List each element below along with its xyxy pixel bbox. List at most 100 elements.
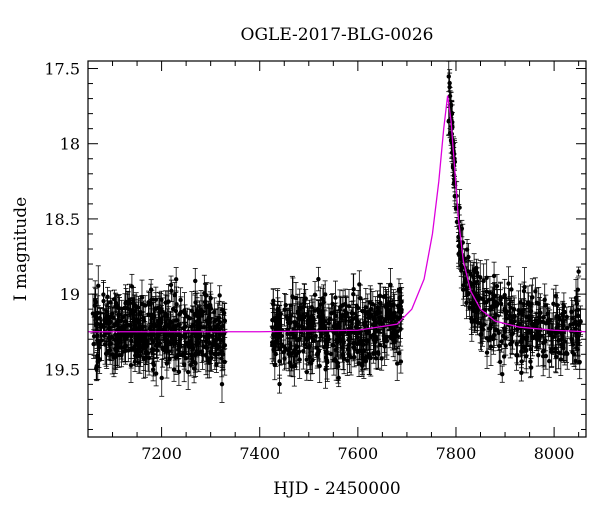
data-point [316,349,322,354]
data-point [167,356,172,362]
data-point [272,343,278,349]
data-point [322,292,328,297]
data-point [112,346,118,352]
data-point [210,342,215,348]
data-point [558,337,564,342]
data-point [313,333,318,339]
data-point [289,351,294,356]
data-point [209,355,214,361]
data-point [370,315,376,320]
data-point [132,359,138,364]
chart-title: OGLE-2017-BLG-0026 [241,25,434,45]
data-point [125,305,130,311]
data-point [95,333,100,338]
data-point [464,247,470,252]
data-point [146,332,152,337]
data-point [573,358,578,364]
data-point [162,324,168,329]
data-point [321,344,327,350]
data-point [90,311,96,316]
data-point [187,316,192,321]
data-point [361,308,367,314]
data-point [555,322,560,327]
data-point [377,342,383,347]
data-point [199,349,205,354]
data-point [297,336,302,341]
data-point [208,325,213,331]
data-point [286,348,291,354]
data-point [149,297,155,302]
data-point [487,290,493,295]
data-point [102,342,108,347]
data-point [362,320,368,325]
data-point [353,330,358,336]
data-point [533,289,538,294]
data-point [212,318,218,324]
data-point [214,361,219,367]
data-point [577,359,582,365]
data-point [217,293,222,298]
data-point [220,345,226,350]
data-point [293,353,298,358]
data-point [277,359,282,364]
data-point [118,318,124,323]
data-point [139,301,145,307]
data-point [112,322,117,327]
data-point [516,321,522,326]
data-point [153,323,159,329]
data-point [314,352,320,357]
data-point [271,298,276,304]
data-point [346,330,351,336]
data-point [397,350,402,356]
data-point [174,333,179,338]
data-point [285,331,290,337]
data-point [324,337,329,343]
data-point [101,298,106,304]
data-point [123,299,129,305]
data-point [176,342,182,347]
data-point [189,308,195,314]
data-point [383,294,388,299]
data-point [296,349,302,354]
data-point [112,296,117,302]
data-point [500,371,505,377]
data-point [135,349,140,354]
data-point [529,301,534,306]
data-point [159,375,164,381]
data-point [177,336,183,341]
data-point [168,282,174,288]
data-point [343,313,349,319]
data-point [221,330,227,335]
data-point [207,360,212,365]
data-point [480,296,485,302]
data-point [300,324,306,330]
data-point [293,323,299,328]
data-point [116,313,121,318]
data-point [559,332,565,337]
data-point [221,310,227,316]
data-point [302,314,307,320]
data-point [345,358,350,363]
data-point [219,381,225,387]
data-point [378,300,383,305]
data-point [553,349,558,355]
data-point [304,337,309,342]
data-point [368,300,373,305]
data-point [341,353,346,358]
data-point [351,291,356,297]
data-point [277,322,283,327]
data-point [365,339,370,344]
data-point [481,322,487,327]
data-point [560,311,565,317]
data-point [365,311,370,317]
data-point [116,353,122,358]
data-point [360,342,366,347]
data-point [575,347,580,352]
data-point [216,351,222,356]
data-point [183,324,188,329]
data-point [486,297,492,302]
data-point [169,288,174,294]
data-point [205,356,210,361]
data-point [553,354,559,359]
data-point [330,342,336,348]
